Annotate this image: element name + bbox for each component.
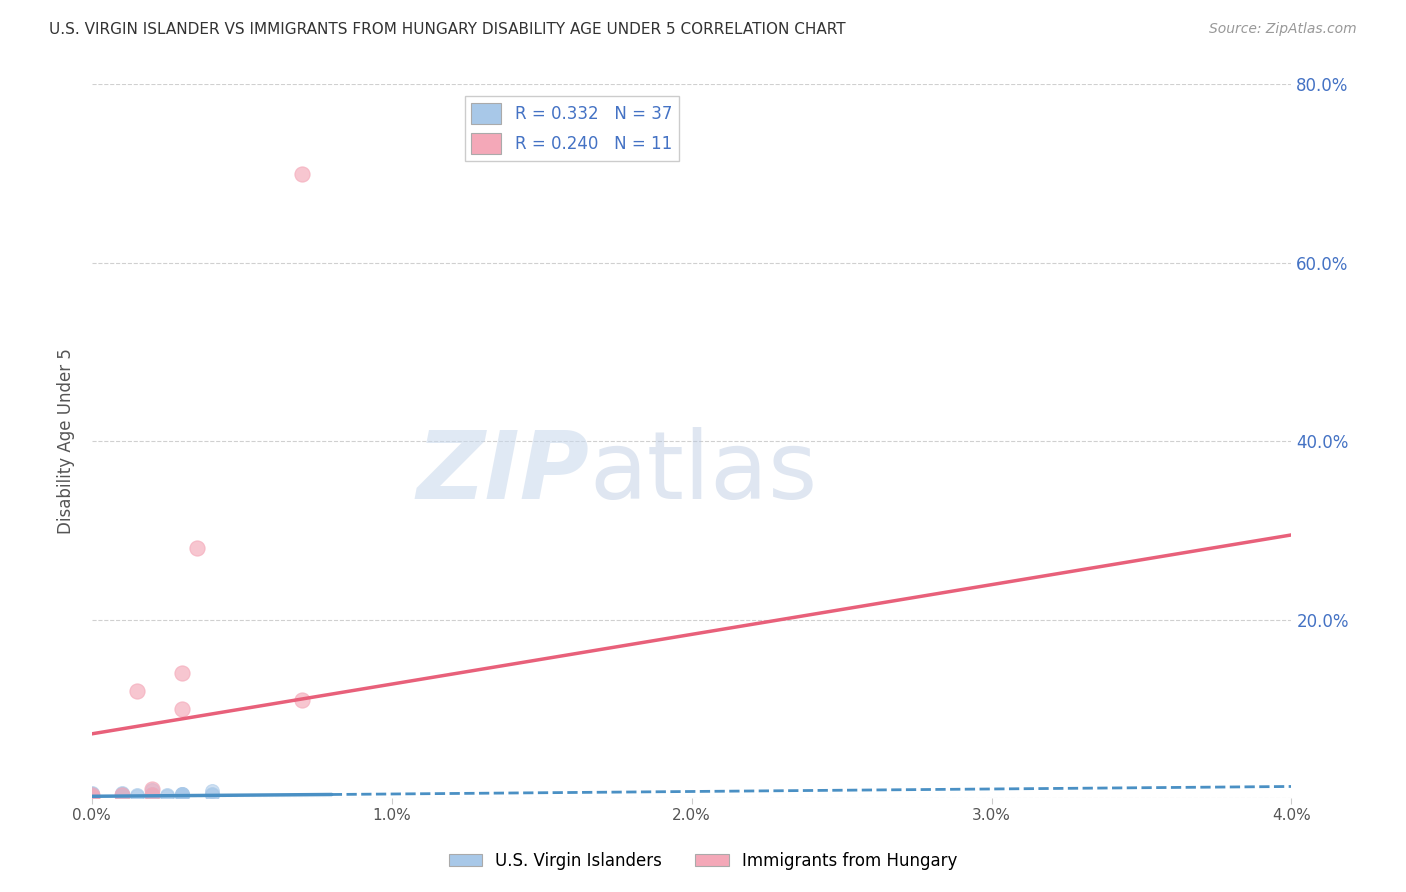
Point (186, 541, 208, 556)
Point (80, 790, 103, 805)
Point (80, 789, 103, 803)
Point (80, 791, 103, 805)
Point (80, 791, 103, 805)
Point (80, 790, 103, 805)
Point (156, 789, 179, 803)
Point (170, 702, 193, 716)
Point (141, 783, 163, 797)
Text: ZIP: ZIP (416, 427, 589, 519)
Point (111, 787, 134, 801)
Point (80, 791, 103, 805)
Point (80, 788, 103, 802)
Point (201, 784, 224, 798)
Point (80, 786, 103, 800)
Point (170, 666, 193, 681)
Point (170, 788, 193, 802)
Point (111, 788, 134, 802)
Text: U.S. VIRGIN ISLANDER VS IMMIGRANTS FROM HUNGARY DISABILITY AGE UNDER 5 CORRELATI: U.S. VIRGIN ISLANDER VS IMMIGRANTS FROM … (49, 22, 846, 37)
Point (125, 789, 148, 803)
Point (80, 791, 103, 805)
Point (80, 787, 103, 801)
Y-axis label: Disability Age Under 5: Disability Age Under 5 (58, 348, 75, 534)
Point (170, 789, 193, 804)
Point (170, 788, 193, 802)
Point (111, 789, 134, 803)
Point (111, 790, 134, 805)
Point (80, 790, 103, 805)
Point (111, 786, 134, 800)
Point (111, 789, 134, 803)
Point (170, 787, 193, 801)
Legend: R = 0.332   N = 37, R = 0.240   N = 11: R = 0.332 N = 37, R = 0.240 N = 11 (464, 96, 679, 161)
Point (170, 789, 193, 803)
Point (125, 684, 148, 698)
Point (80, 791, 103, 805)
Point (80, 791, 103, 805)
Point (141, 782, 163, 797)
Text: Source: ZipAtlas.com: Source: ZipAtlas.com (1209, 22, 1357, 37)
Point (201, 789, 224, 803)
Point (80, 791, 103, 805)
Point (80, 791, 103, 805)
Point (80, 789, 103, 803)
Legend: U.S. Virgin Islanders, Immigrants from Hungary: U.S. Virgin Islanders, Immigrants from H… (441, 846, 965, 877)
Point (291, 693, 314, 707)
Point (291, 167, 314, 181)
Point (80, 789, 103, 804)
Point (201, 787, 224, 801)
Point (111, 789, 134, 804)
Point (141, 789, 163, 804)
Point (141, 789, 163, 803)
Text: atlas: atlas (589, 427, 818, 519)
Point (141, 788, 163, 802)
Point (141, 789, 163, 803)
Point (125, 789, 148, 804)
Point (156, 789, 179, 804)
